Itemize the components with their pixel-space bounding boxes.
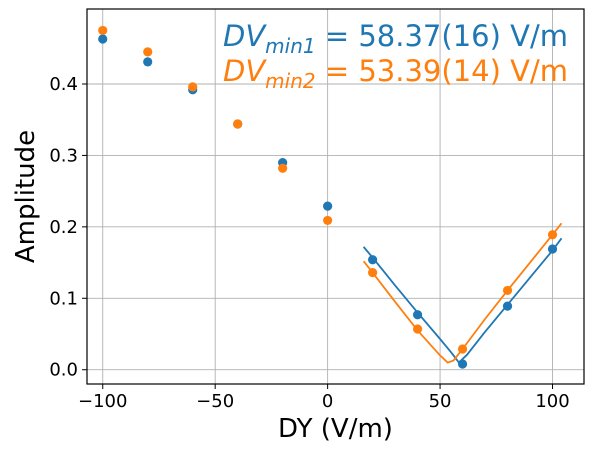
data-point-series-1 xyxy=(547,244,558,254)
y-tick-label: 0.2 xyxy=(49,217,78,238)
x-tick-label: −100 xyxy=(78,391,127,412)
data-point-series-2 xyxy=(143,47,153,57)
annotation-1: DVmin1 = 58.37(16) V/m xyxy=(223,19,568,58)
y-axis-label: Amplitude xyxy=(11,130,41,263)
data-point-series-1 xyxy=(98,34,108,44)
data-point-series-2 xyxy=(188,82,198,92)
data-point-series-2 xyxy=(412,324,423,334)
y-tick-label: 0.4 xyxy=(49,74,78,95)
grid xyxy=(87,9,584,384)
annotation-base: DV xyxy=(223,19,267,53)
data-point-series-1 xyxy=(457,359,468,369)
y-tick-label: 0.3 xyxy=(49,145,78,166)
annotation-2: DVmin2 = 53.39(14) V/m xyxy=(223,54,568,93)
annotation-base: DV xyxy=(223,54,267,88)
plot-frame xyxy=(86,8,585,385)
x-tick-label: 0 xyxy=(322,391,333,412)
data-point-series-2 xyxy=(368,267,378,278)
data-point-series-1 xyxy=(143,57,153,67)
data-point-series-1 xyxy=(323,201,333,211)
data-point-series-1 xyxy=(502,301,513,311)
fit-line-2 xyxy=(362,222,563,364)
x-axis-label: DY (V/m) xyxy=(278,414,393,444)
data-point-series-2 xyxy=(547,230,558,240)
data-point-series-1 xyxy=(368,255,378,265)
data-point-series-2 xyxy=(502,285,513,296)
annotation-subscript: min2 xyxy=(265,69,315,93)
x-tick-label: 100 xyxy=(535,391,569,412)
fit-curves xyxy=(362,222,563,364)
annotation-value: = 58.37(16) V/m xyxy=(316,19,568,53)
annotation-subscript: min1 xyxy=(265,34,315,58)
y-tick-label: 0.1 xyxy=(49,288,78,309)
data-point-series-2 xyxy=(98,25,108,36)
data-point-series-2 xyxy=(278,163,288,173)
x-tick-label: −50 xyxy=(196,391,234,412)
data-point-series-2 xyxy=(323,215,333,226)
annotation-value: = 53.39(14) V/m xyxy=(316,54,568,88)
data-point-series-2 xyxy=(457,344,468,354)
data-point-series-1 xyxy=(412,310,423,320)
data-point-series-2 xyxy=(233,119,243,129)
x-tick-label: 50 xyxy=(429,391,452,412)
y-tick-label: 0.0 xyxy=(49,360,78,381)
data-points xyxy=(98,25,558,369)
ticks: −100 −50 0 50 100 0.0 0.1 0.2 0.3 0.4 xyxy=(49,74,569,412)
